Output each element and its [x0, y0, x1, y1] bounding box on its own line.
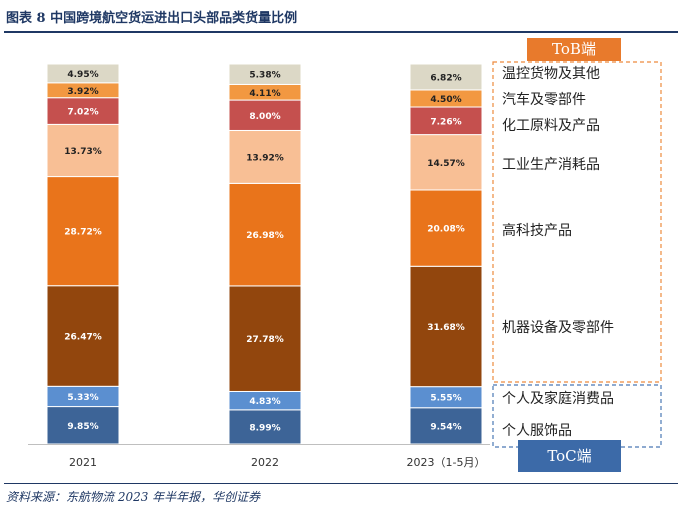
tob-badge: ToB端 [527, 38, 621, 61]
segment-value-label: 5.33% [67, 393, 98, 403]
bar-segment [409, 134, 483, 191]
toc-badge: ToC端 [518, 440, 621, 472]
x-tick-label: 2022 [251, 456, 279, 469]
bar-segment [46, 406, 120, 445]
segment-value-label: 20.08% [427, 225, 465, 235]
bar-segment [228, 129, 302, 184]
bar-segment [228, 99, 302, 131]
segment-value-label: 7.02% [67, 108, 98, 118]
segment-value-label: 4.11% [249, 89, 280, 99]
x-tick-layer: 2021 2022 2023（1-5月） [69, 456, 485, 469]
toc-group-box [492, 384, 662, 448]
segment-value-label: 4.95% [67, 70, 98, 80]
segment-value-label: 28.72% [64, 228, 102, 238]
segment-value-label: 9.54% [430, 422, 461, 432]
tob-group-box [492, 61, 662, 383]
segment-value-label: 5.38% [249, 71, 280, 81]
segment-value-label: 14.57% [427, 159, 465, 169]
legend-item: 个人服饰品 [502, 423, 572, 439]
segment-value-label: 8.00% [249, 112, 280, 122]
segment-value-label: 3.92% [67, 87, 98, 97]
bar-segment [409, 407, 483, 445]
segment-value-label: 4.83% [249, 397, 280, 407]
figure-title: 图表 8 中国跨境航空货运进出口头部品类货量比例 [6, 11, 298, 26]
segment-value-label: 6.82% [430, 73, 461, 83]
legend-item: 温控货物及其他 [502, 65, 600, 82]
bar-segment [46, 285, 120, 387]
bar-layer [46, 63, 483, 445]
legend-item: 工业生产消耗品 [502, 157, 600, 173]
title-rule [4, 31, 678, 33]
segment-value-label: 7.26% [430, 117, 461, 127]
bar-segment [228, 285, 302, 392]
segment-value-label: 26.47% [64, 333, 102, 343]
source-note: 资料来源：东航物流 2023 年半年报，华创证券 [6, 490, 261, 504]
segment-value-label: 5.55% [430, 394, 461, 404]
segment-value-label: 13.73% [64, 147, 102, 157]
segment-value-label: 8.99% [249, 423, 280, 433]
legend-item: 机器设备及零部件 [502, 319, 614, 336]
legend-item: 化工原料及产品 [502, 118, 600, 134]
x-tick-label: 2023（1-5月） [407, 456, 486, 469]
segment-label-layer: 9.85% 5.33% 26.47% 28.72% 13.73% 7.02% 3.92% 4.… [64, 70, 465, 434]
bar-segment [409, 189, 483, 267]
legend-item: 个人及家庭消费品 [502, 390, 614, 407]
bar-segment [46, 63, 120, 84]
bar-segment [228, 182, 302, 287]
segment-value-label: 31.68% [427, 323, 465, 333]
legend-item: 汽车及零部件 [502, 91, 586, 108]
source-rule [4, 483, 678, 484]
bar-segment [409, 63, 483, 91]
x-tick-label: 2021 [69, 456, 97, 469]
segment-value-label: 26.98% [246, 231, 284, 241]
segment-value-label: 27.78% [246, 335, 284, 345]
segment-value-label: 4.50% [430, 95, 461, 105]
segment-value-label: 13.92% [246, 153, 284, 163]
segment-value-label: 9.85% [67, 422, 98, 432]
legend-item: 高科技产品 [502, 222, 572, 239]
bar-segment [228, 63, 302, 85]
